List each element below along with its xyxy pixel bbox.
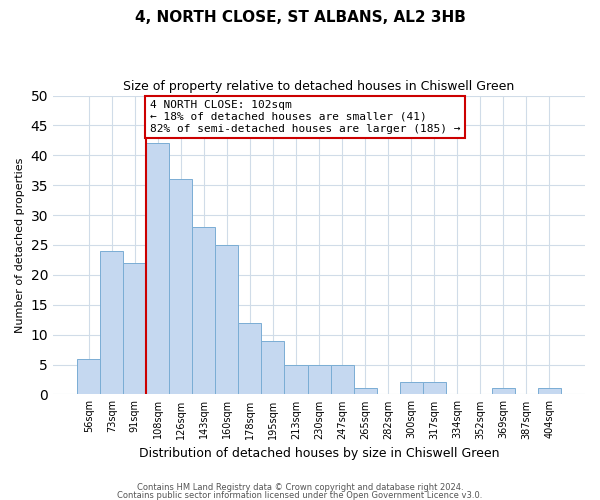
- Bar: [77, 358, 100, 394]
- Bar: [538, 388, 561, 394]
- Bar: [238, 322, 262, 394]
- Text: 4, NORTH CLOSE, ST ALBANS, AL2 3HB: 4, NORTH CLOSE, ST ALBANS, AL2 3HB: [134, 10, 466, 25]
- Bar: [492, 388, 515, 394]
- Bar: [308, 364, 331, 394]
- Bar: [284, 364, 308, 394]
- Title: Size of property relative to detached houses in Chiswell Green: Size of property relative to detached ho…: [124, 80, 515, 93]
- Text: Contains public sector information licensed under the Open Government Licence v3: Contains public sector information licen…: [118, 490, 482, 500]
- Text: 4 NORTH CLOSE: 102sqm
← 18% of detached houses are smaller (41)
82% of semi-deta: 4 NORTH CLOSE: 102sqm ← 18% of detached …: [150, 100, 460, 134]
- Bar: [193, 227, 215, 394]
- Bar: [353, 388, 377, 394]
- Bar: [169, 179, 193, 394]
- Bar: [100, 251, 123, 394]
- Y-axis label: Number of detached properties: Number of detached properties: [15, 158, 25, 332]
- Bar: [422, 382, 446, 394]
- X-axis label: Distribution of detached houses by size in Chiswell Green: Distribution of detached houses by size …: [139, 447, 499, 460]
- Bar: [331, 364, 353, 394]
- Text: Contains HM Land Registry data © Crown copyright and database right 2024.: Contains HM Land Registry data © Crown c…: [137, 484, 463, 492]
- Bar: [123, 263, 146, 394]
- Bar: [262, 340, 284, 394]
- Bar: [215, 245, 238, 394]
- Bar: [146, 144, 169, 394]
- Bar: [400, 382, 422, 394]
